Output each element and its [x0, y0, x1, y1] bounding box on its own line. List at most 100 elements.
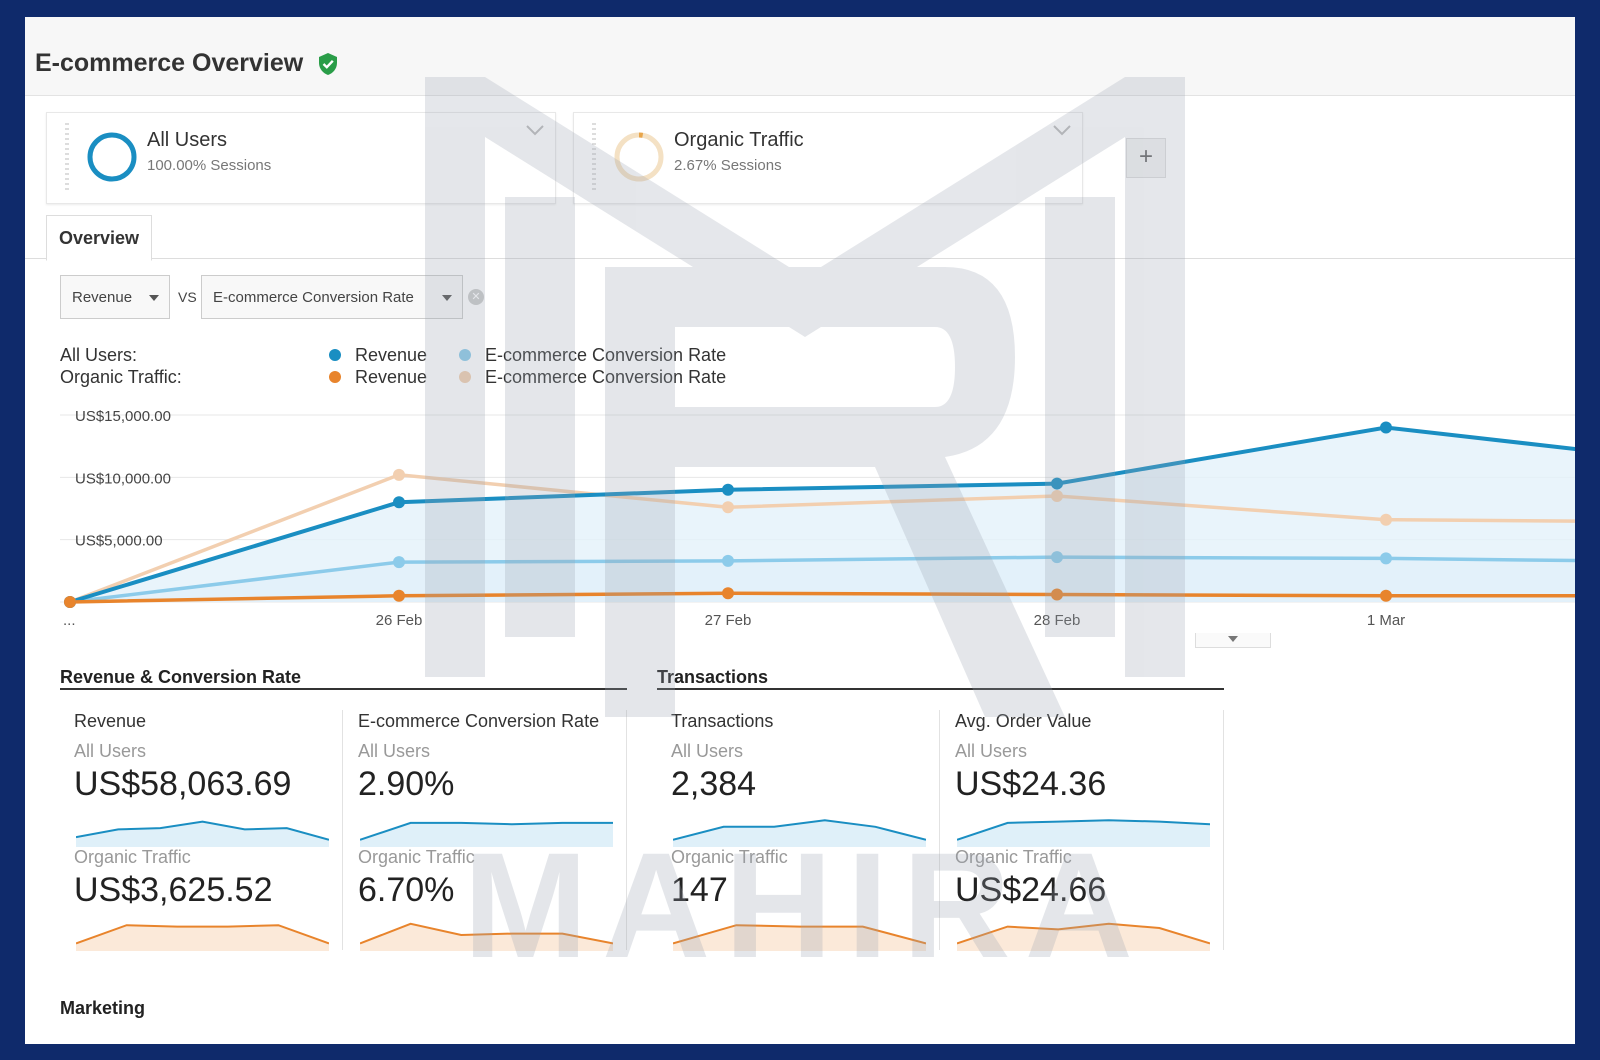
metric-value: 2,384	[671, 765, 757, 803]
legend-conv-organic: E-commerce Conversion Rate	[485, 367, 727, 387]
chevron-down-icon[interactable]	[1052, 123, 1072, 137]
segment-card-all-users[interactable]: All Users 100.00% Sessions	[46, 112, 556, 204]
vs-label: VS	[178, 289, 197, 305]
metric-name: E-commerce Conversion Rate	[358, 711, 600, 731]
segment-ring-icon	[614, 132, 664, 182]
caret-down-icon	[442, 295, 452, 301]
legend-all-users-label: All Users:	[60, 345, 138, 365]
legend-dot-icon	[329, 371, 341, 383]
sparkline-line	[360, 821, 613, 841]
sparkline-line	[957, 922, 1210, 945]
secondary-metric-select[interactable]: E-commerce Conversion Rate	[201, 275, 463, 319]
sparkline-line	[360, 922, 613, 945]
data-point	[1380, 552, 1392, 565]
metric-tile[interactable]: Revenue All Users US$58,063.69 Organic Traf…	[60, 705, 343, 951]
data-point	[1380, 589, 1392, 602]
shield-check-icon	[319, 53, 337, 75]
sparkline-line	[673, 924, 926, 945]
metric-segment-label: Organic Traffic	[671, 847, 788, 867]
metric-tile[interactable]: Avg. Order Value All Users US$24.36 Organic…	[941, 705, 1224, 951]
segment-name: All Users	[147, 129, 228, 151]
segment-ring-icon	[87, 132, 137, 182]
metric-name: Revenue	[74, 711, 147, 731]
secondary-metric-value: E-commerce Conversion Rate	[213, 289, 414, 306]
x-tick-label: 28 Feb	[1034, 612, 1081, 629]
chevron-down-icon[interactable]	[525, 123, 545, 137]
data-point	[393, 556, 405, 569]
tab-overview[interactable]: Overview	[46, 215, 152, 261]
data-point	[722, 483, 734, 496]
drag-handle[interactable]	[592, 123, 596, 191]
metric-tile[interactable]: Transactions All Users 2,384 Organic Traffi…	[657, 705, 940, 951]
segment-sessions: 2.67% Sessions	[674, 157, 782, 174]
data-point	[1380, 421, 1392, 434]
data-point	[64, 596, 76, 608]
legend-dot-icon	[459, 371, 471, 383]
sparkline-organic	[360, 922, 613, 951]
series-line	[69, 555, 1575, 604]
metric-segment-label: All Users	[358, 741, 431, 761]
section-underline	[60, 688, 627, 690]
sparkline-organic	[957, 922, 1210, 951]
revenue-line-chart: US$15,000.00 US$10,000.00 US$5,000.00 ... 2…	[60, 408, 1575, 629]
x-tick-label: 26 Feb	[376, 612, 423, 629]
data-point	[1051, 477, 1063, 490]
metric-name: Avg. Order Value	[955, 711, 1092, 731]
data-point	[1051, 588, 1063, 601]
series-line	[69, 473, 1575, 604]
sparkline-area	[957, 923, 1210, 951]
sparkline-area	[76, 821, 329, 847]
metric-value: 2.90%	[358, 765, 455, 803]
series-line	[69, 591, 1575, 604]
metric-segment-label: Organic Traffic	[955, 847, 1072, 867]
sparkline-all-users	[673, 819, 926, 847]
sparkline-area	[360, 822, 613, 847]
metric-name: Transactions	[671, 711, 774, 731]
x-tick-label: ...	[63, 612, 76, 629]
y-tick-label: US$5,000.00	[75, 533, 163, 550]
tile-divider	[626, 710, 627, 950]
metric-value: US$3,625.52	[74, 871, 273, 909]
sparkline-area	[673, 925, 926, 951]
segment-name: Organic Traffic	[674, 129, 804, 151]
metric-value: 6.70%	[358, 871, 455, 909]
metric-value: 147	[671, 871, 728, 909]
metric-value: US$24.66	[955, 871, 1107, 909]
series-line	[69, 425, 1575, 604]
metric-segment-label: All Users	[955, 741, 1028, 761]
data-point	[722, 501, 734, 514]
data-point	[1380, 513, 1392, 526]
data-point	[393, 589, 405, 602]
tile-divider	[1223, 710, 1224, 950]
tabs-divider	[25, 258, 1575, 259]
sparkline-line	[76, 924, 329, 945]
section-revenue-conversion: Revenue & Conversion Rate	[60, 667, 302, 687]
ecommerce-overview-panel: E-commerce Overview All Users 100.00% Se…	[25, 17, 1575, 1044]
chart-expand-toggle[interactable]	[1195, 633, 1271, 648]
metric-tile[interactable]: E-commerce Conversion Rate All Users 2.90%…	[344, 705, 627, 951]
sparkline-area	[76, 925, 329, 951]
tile-divider	[939, 710, 940, 950]
legend-conv-all: E-commerce Conversion Rate	[485, 345, 727, 365]
data-point	[393, 496, 405, 509]
segment-sessions: 100.00% Sessions	[147, 157, 272, 174]
sparkline-organic	[673, 924, 926, 951]
drag-handle[interactable]	[65, 123, 69, 191]
section-transactions: Transactions	[657, 667, 769, 687]
add-segment-button[interactable]: +	[1126, 138, 1166, 178]
remove-comparison-icon[interactable]: ✕	[468, 289, 484, 305]
legend-organic-label: Organic Traffic:	[60, 367, 182, 387]
legend-revenue-organic: Revenue	[355, 367, 428, 387]
sparkline-organic	[76, 924, 329, 951]
page-title: E-commerce Overview	[35, 49, 304, 77]
data-point	[1051, 490, 1063, 503]
metric-value: US$24.36	[955, 765, 1107, 803]
metric-segment-label: Organic Traffic	[358, 847, 475, 867]
x-tick-label: 27 Feb	[705, 612, 752, 629]
data-point	[1051, 551, 1063, 564]
metric-segment-label: Organic Traffic	[74, 847, 191, 867]
segment-card-organic-traffic[interactable]: Organic Traffic 2.67% Sessions	[573, 112, 1083, 204]
primary-metric-select[interactable]: Revenue	[60, 275, 170, 319]
sparkline-line	[957, 819, 1210, 841]
primary-metric-value: Revenue	[72, 289, 133, 306]
